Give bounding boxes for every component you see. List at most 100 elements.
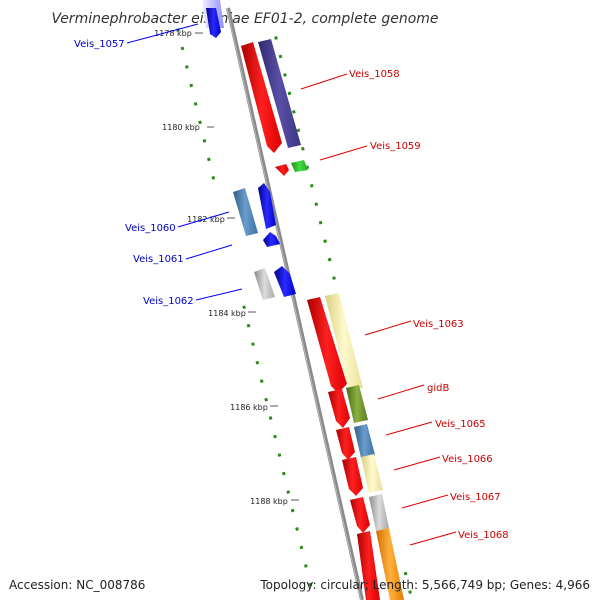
gc-dash xyxy=(193,102,198,106)
label-leaders xyxy=(126,23,457,546)
gc-dash xyxy=(301,146,305,151)
tick-label-1180: 1180 kbp xyxy=(162,123,200,132)
genome-backbone xyxy=(226,7,364,600)
gc-dash xyxy=(292,110,296,114)
gc-dash xyxy=(290,508,295,513)
gc-dash xyxy=(277,453,282,457)
gc-dash xyxy=(408,590,412,594)
gc-dash xyxy=(189,83,194,88)
gc-dash xyxy=(264,397,268,402)
leader-line-veis-1060 xyxy=(177,211,230,228)
topology-text: Topology: circular; Length: 5,566,749 bp… xyxy=(260,578,590,592)
gene-arrow-veis-1068b[interactable] xyxy=(376,528,404,600)
gene-arrow-veis-1059a[interactable] xyxy=(275,164,289,176)
gc-dash xyxy=(268,416,273,420)
tick-label-1186: 1186 kbp xyxy=(230,403,268,412)
gene-arrow-veis-1068a[interactable] xyxy=(357,531,380,600)
gene-arrow-veis-1062a[interactable] xyxy=(254,268,275,300)
leader-line-gidb xyxy=(377,384,425,400)
gc-track xyxy=(176,28,412,594)
gc-dash xyxy=(403,571,408,576)
gc-dash xyxy=(246,323,251,328)
gc-dash xyxy=(274,36,278,40)
gc-dash xyxy=(198,120,202,125)
gc-dash xyxy=(259,379,264,383)
gc-dash xyxy=(251,342,255,346)
gc-dash xyxy=(286,490,291,494)
gc-dash xyxy=(283,73,287,77)
gene-label-veis-1057[interactable]: Veis_1057 xyxy=(74,39,125,50)
gene-arrow-veis-1066b[interactable] xyxy=(361,454,383,493)
gene-label-gidb[interactable]: gidB xyxy=(427,383,449,394)
gc-dash xyxy=(332,276,336,280)
gc-dash xyxy=(323,239,327,243)
leader-line-veis-1059 xyxy=(319,145,368,161)
gene-label-veis-1066[interactable]: Veis_1066 xyxy=(442,454,493,465)
gene-label-veis-1059[interactable]: Veis_1059 xyxy=(370,141,421,152)
gene-label-veis-1060[interactable]: Veis_1060 xyxy=(125,223,176,234)
leader-line-veis-1068 xyxy=(409,531,457,546)
leader-line-veis-1057 xyxy=(126,23,199,44)
leader-line-veis-1061 xyxy=(185,244,233,260)
gc-dash xyxy=(314,202,319,207)
gene-label-veis-1068[interactable]: Veis_1068 xyxy=(458,530,509,541)
gene-arrow-veis-1057[interactable] xyxy=(206,8,221,38)
gene-arrow-veis-1062b[interactable] xyxy=(274,266,296,297)
gc-dash xyxy=(296,128,301,133)
gc-dash xyxy=(304,564,308,568)
gc-dash xyxy=(211,176,216,180)
gene-arrow-veis-1058a[interactable] xyxy=(241,42,282,153)
gene-arrow-veis-1066a[interactable] xyxy=(342,457,363,496)
gene-label-veis-1065[interactable]: Veis_1065 xyxy=(435,419,486,430)
gc-dash xyxy=(287,91,292,96)
gc-dash xyxy=(299,545,304,550)
map-title: Verminephrobacter eiseniae EF01-2, compl… xyxy=(51,11,438,27)
gene-arrow-veis-1058b[interactable] xyxy=(258,39,301,148)
gene-labels: Veis_1057 Veis_1058 Veis_1059 Veis_1060 … xyxy=(74,39,509,541)
gc-dash xyxy=(295,527,299,531)
gene-arrow-gidb-b[interactable] xyxy=(346,385,368,423)
gene-arrow-veis-1067b[interactable] xyxy=(369,494,389,531)
forward-strand-genes xyxy=(202,0,296,300)
gc-dash xyxy=(207,157,211,162)
tick-label-1184: 1184 kbp xyxy=(208,309,246,318)
gene-arrow-veis-1063b[interactable] xyxy=(325,293,363,391)
gene-arrow-gidb-a[interactable] xyxy=(328,389,350,428)
gene-label-veis-1061[interactable]: Veis_1061 xyxy=(133,254,184,265)
leader-line-veis-1065 xyxy=(385,421,433,436)
gc-dash xyxy=(327,257,332,262)
gc-dash xyxy=(282,471,286,476)
gc-dash xyxy=(273,434,277,439)
gc-dash xyxy=(278,54,283,59)
tick-label-1178: 1178 kbp xyxy=(154,29,192,38)
scale-ticks: 1178 kbp 1180 kbp 1182 kbp 1184 kbp 1186… xyxy=(154,29,299,506)
gc-dash xyxy=(309,183,314,188)
gene-arrow-veis-1065b[interactable] xyxy=(354,424,375,458)
gene-arrow-veis-1059b[interactable] xyxy=(291,160,308,172)
gc-dash xyxy=(255,360,260,365)
gc-dash xyxy=(308,582,313,587)
gc-dash xyxy=(180,46,185,51)
tick-label-1182: 1182 kbp xyxy=(187,215,225,224)
gene-arrow-veis-1060a[interactable] xyxy=(233,188,258,236)
accession-text: Accession: NC_008786 xyxy=(9,578,146,592)
tick-label-1188: 1188 kbp xyxy=(250,497,288,506)
gene-arrow-veis-1065a[interactable] xyxy=(336,427,355,460)
gene-arrow-veis-1061[interactable] xyxy=(263,232,280,247)
gene-arrow-veis-1060b[interactable] xyxy=(258,183,276,229)
gene-arrow-veis-1063a[interactable] xyxy=(307,297,347,393)
gene-arrow-veis-1067a[interactable] xyxy=(350,497,370,533)
gene-label-veis-1062[interactable]: Veis_1062 xyxy=(143,296,194,307)
leader-line-veis-1058 xyxy=(300,73,348,90)
leader-line-veis-1067 xyxy=(401,494,449,509)
leader-line-veis-1062 xyxy=(195,288,243,301)
reverse-strand-genes xyxy=(241,39,404,600)
gene-label-veis-1067[interactable]: Veis_1067 xyxy=(450,492,501,503)
gc-dash xyxy=(318,220,323,225)
gc-dash xyxy=(242,305,246,310)
gc-dash xyxy=(185,65,189,69)
gene-label-veis-1058[interactable]: Veis_1058 xyxy=(349,69,400,80)
leader-line-veis-1063 xyxy=(364,320,412,336)
gene-label-veis-1063[interactable]: Veis_1063 xyxy=(413,319,464,330)
